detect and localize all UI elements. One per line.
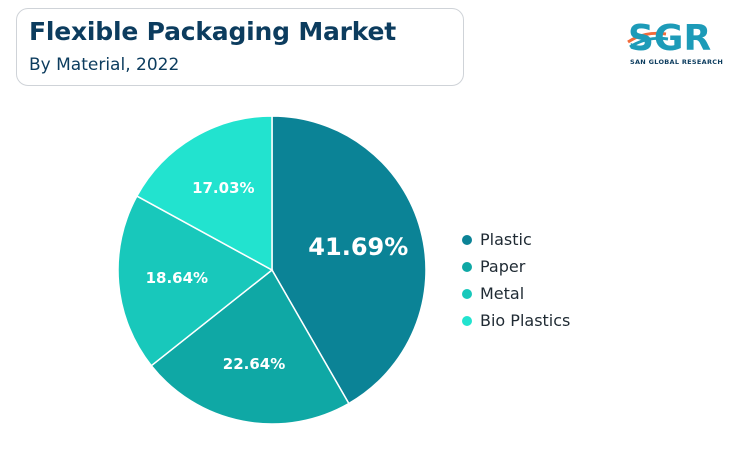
legend-label: Paper xyxy=(480,257,526,276)
legend-item-bio-plastics: Bio Plastics xyxy=(462,307,570,334)
pie-slices xyxy=(117,115,427,425)
pie-slice-plastic xyxy=(271,115,427,405)
legend-item-plastic: Plastic xyxy=(462,226,570,253)
legend-swatch xyxy=(462,234,472,245)
sgr-logo: SGR SAN GLOBAL RESEARCH xyxy=(627,18,723,66)
logo-tagline: SAN GLOBAL RESEARCH xyxy=(630,58,723,66)
chart-subtitle: By Material, 2022 xyxy=(29,55,180,75)
data-label-plastic: 41.69% xyxy=(308,233,408,261)
legend-swatch xyxy=(462,261,472,272)
legend-swatch xyxy=(462,315,472,326)
chart-legend: Plastic Paper Metal Bio Plastics xyxy=(462,226,570,334)
pie-slice-labels: 41.69% 22.64% 18.64% 17.03% xyxy=(146,179,409,373)
legend-label: Bio Plastics xyxy=(480,311,571,330)
chart-title: Flexible Packaging Market xyxy=(29,17,397,46)
data-label-paper: 22.64% xyxy=(223,355,285,373)
legend-swatch xyxy=(462,288,472,299)
logo-swoosh-icon xyxy=(627,31,669,49)
logo-text: SGR xyxy=(628,18,711,59)
title-box: Flexible Packaging Market By Material, 2… xyxy=(16,8,464,86)
legend-label: Metal xyxy=(480,284,525,303)
pie-slice-metal xyxy=(117,195,274,367)
data-label-metal: 18.64% xyxy=(146,269,208,287)
legend-item-paper: Paper xyxy=(462,253,570,280)
pie-slice-bio-plastics xyxy=(135,115,273,272)
legend-label: Plastic xyxy=(480,230,532,249)
legend-item-metal: Metal xyxy=(462,280,570,307)
pie-slice-paper xyxy=(150,268,350,425)
data-label-bio-plastics: 17.03% xyxy=(192,179,254,197)
